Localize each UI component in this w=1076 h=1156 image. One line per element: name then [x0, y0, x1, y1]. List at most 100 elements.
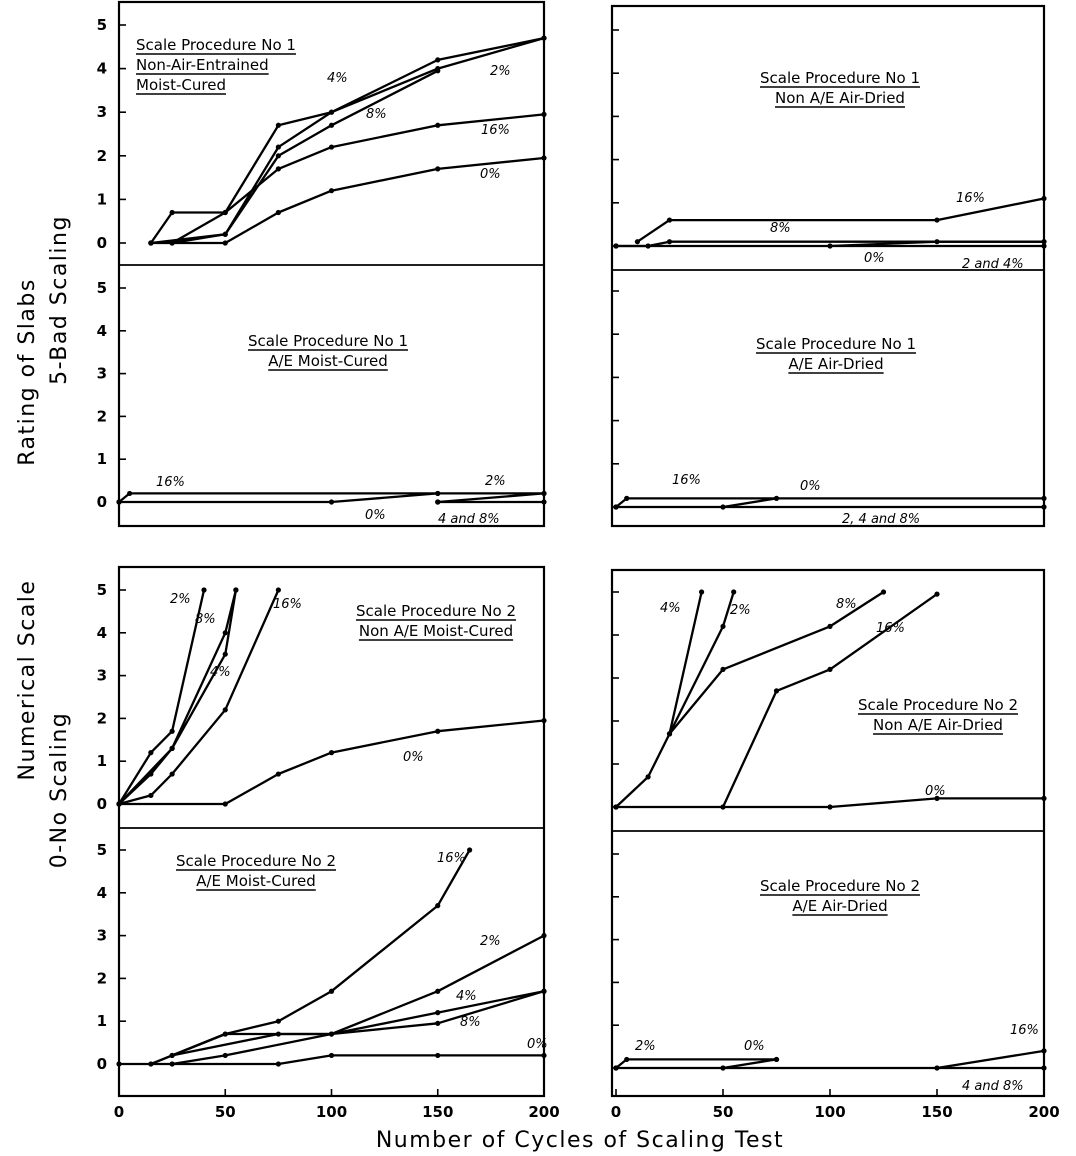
data-point [275, 144, 281, 150]
data-point [666, 239, 673, 245]
panel-box-1 [117, 0, 546, 528]
series-line-4 [119, 719, 545, 806]
series-line-0 [636, 197, 1045, 243]
series-annotations: 0% 2% 4% 8% 16% 16% 0% 2% 4 and 8% 2% 8% 4% 16% 0% 16%… [156, 64, 1039, 1094]
series-label: 0% [864, 251, 885, 266]
data-point [435, 68, 441, 74]
data-point [731, 589, 737, 595]
panel-title-line: Non A/E Moist-Cured [359, 622, 513, 640]
series-label: 0% [800, 479, 821, 494]
y-tick-label: 2 [97, 407, 107, 425]
series-line-4 [171, 113, 545, 244]
series-line-0 [150, 156, 545, 245]
data-point [934, 239, 940, 245]
panel-title-line: Scale Procedure No 2 [760, 877, 920, 895]
data-point [541, 111, 547, 117]
panel-title-line: Non-Air-Entrained [136, 56, 269, 74]
data-point [634, 239, 641, 245]
series-line-4 [616, 797, 1044, 809]
data-point [275, 166, 281, 172]
panel-p2-ae-air [613, 1048, 1047, 1071]
series-line-1 [722, 497, 777, 509]
series-line-0 [118, 589, 206, 805]
data-point [233, 587, 239, 593]
y-tick-label: 4 [97, 624, 107, 642]
panel-title-line: Scale Procedure No 1 [248, 332, 408, 350]
y-tick-label: 0 [97, 1055, 107, 1073]
data-point [328, 122, 335, 128]
series-label: 4% [456, 989, 477, 1004]
panel-title-line: A/E Air-Dried [788, 355, 883, 373]
y-tick-label: 0 [97, 234, 107, 252]
data-point [275, 771, 281, 777]
data-point [666, 731, 673, 737]
panel-title-line: Moist-Cured [136, 76, 226, 94]
series-label: 0% [925, 784, 946, 799]
series-label: 4 and 8% [438, 512, 500, 527]
data-point [773, 1056, 780, 1063]
series-line-1 [119, 492, 438, 504]
y-tick-label: 1 [97, 190, 107, 208]
data-point [934, 591, 940, 597]
series-label: 4% [660, 601, 681, 616]
series-label: 0% [480, 167, 501, 182]
data-point [169, 209, 175, 216]
series-label: 16% [1010, 1023, 1039, 1038]
data-point [613, 1065, 619, 1071]
data-point [222, 630, 228, 636]
panel-p1-ae-air [613, 495, 1047, 510]
y-axis-label-line-1: Rating of Slabs [15, 278, 40, 466]
y-axis-label: Rating of Slabs 5-Bad Scaling Numerical … [15, 215, 72, 868]
x-tick-label: 50 [713, 1103, 734, 1121]
data-point [222, 707, 228, 713]
data-point [328, 499, 335, 505]
series-line-0 [615, 591, 703, 808]
data-point [169, 745, 175, 751]
data-point [222, 651, 228, 657]
data-point [328, 109, 335, 115]
series-line-1 [118, 589, 238, 805]
panel-p1-nonae-moist [148, 35, 547, 246]
series-label: 2% [490, 64, 511, 79]
data-point [541, 933, 547, 939]
series-label: 8% [460, 1015, 481, 1030]
y-tick-label: 4 [97, 884, 107, 902]
panel-title-line: Non A/E Air-Dried [775, 89, 905, 107]
data-point [435, 57, 441, 63]
data-point [169, 1052, 175, 1059]
data-point [169, 771, 175, 777]
x-tick-label: 100 [316, 1103, 347, 1121]
data-point [1041, 243, 1047, 249]
data-point [720, 623, 726, 630]
series-label: 2, 4 and 8% [842, 512, 920, 527]
data-point [1041, 1048, 1047, 1054]
data-point [1041, 504, 1047, 510]
data-point [541, 717, 547, 724]
data-point [328, 144, 335, 150]
data-point [541, 35, 547, 41]
y-axis-label-line-2: 5-Bad Scaling [47, 215, 72, 385]
series-label: 16% [876, 621, 905, 636]
y-axis-label-line-4: 0-No Scaling [47, 712, 72, 869]
series-line-2 [668, 591, 885, 735]
data-point [435, 499, 441, 505]
data-point [1041, 239, 1047, 245]
series-label: 0% [527, 1037, 548, 1052]
x-tick-label: 150 [921, 1103, 952, 1121]
series-line-1 [722, 1058, 777, 1070]
data-point [222, 231, 228, 237]
data-point [934, 795, 940, 802]
panel-frames [117, 0, 1046, 1098]
panel-box-3 [610, 4, 1046, 528]
data-point [827, 666, 833, 673]
data-point [328, 1052, 335, 1059]
series-line-2 [171, 990, 545, 1066]
series-label: 2% [635, 1039, 656, 1054]
series-line-3 [721, 593, 938, 808]
y-tick-label: 2 [97, 709, 107, 727]
data-point [624, 495, 630, 501]
series-label: 2% [480, 934, 501, 949]
series-label: 8% [195, 612, 216, 627]
data-point [148, 792, 154, 799]
